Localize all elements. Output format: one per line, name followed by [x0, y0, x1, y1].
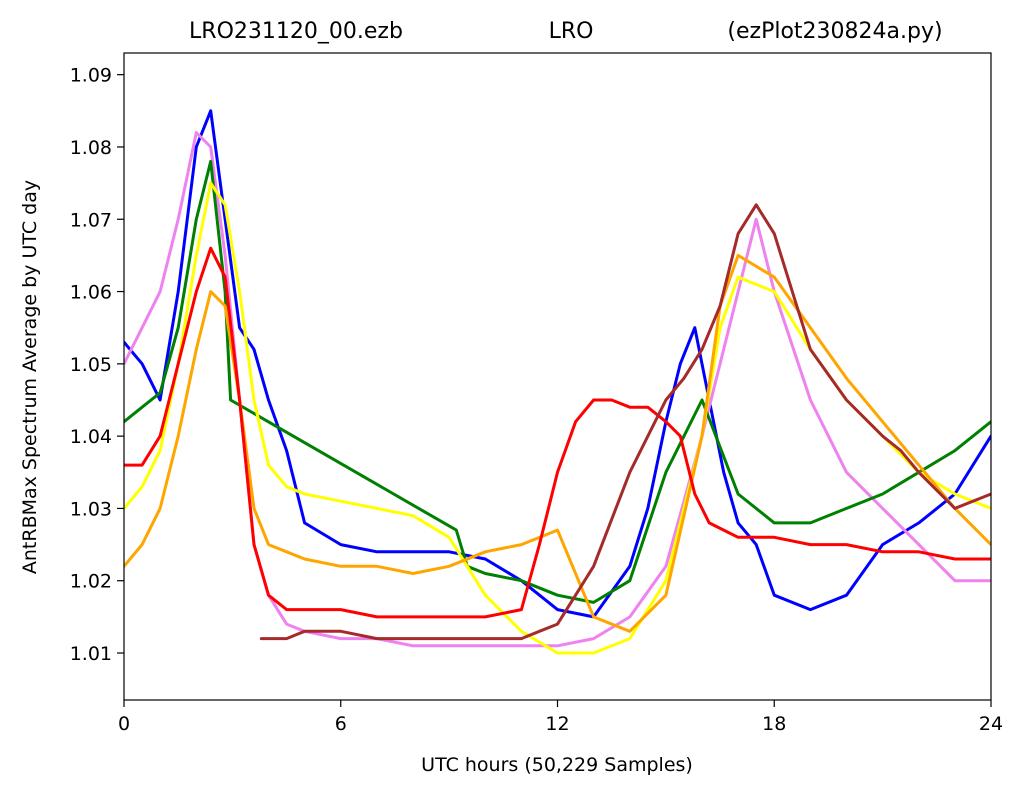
chart-title: LRO231120_00.ezb LRO (ezPlot230824a.py) [189, 19, 943, 44]
title-script: (ezPlot230824a.py) [727, 19, 942, 44]
plot-frame [123, 52, 992, 701]
x-axis-label: UTC hours (50,229 Samples) [421, 754, 693, 776]
title-station: LRO [549, 19, 594, 44]
series-line-2 [124, 159, 991, 604]
y-tick-label: 1.07 [70, 209, 112, 231]
series-line-1 [124, 131, 991, 648]
x-tick-label: 6 [335, 713, 347, 735]
y-axis-label: AntRBMax Spectrum Average by UTC day [19, 180, 41, 574]
series-line-4 [124, 253, 991, 633]
series-line-3 [124, 181, 991, 655]
series-line-6 [259, 203, 991, 641]
x-tick-label: 12 [545, 713, 569, 735]
series-layer [124, 109, 991, 655]
y-tick-label: 1.04 [70, 426, 112, 448]
x-axis: 0 6 12 18 24 [118, 700, 1003, 735]
y-tick-label: 1.09 [70, 65, 112, 87]
y-tick-label: 1.06 [70, 282, 112, 304]
y-tick-label: 1.01 [70, 643, 112, 665]
title-filename: LRO231120_00.ezb [189, 19, 403, 44]
y-axis: 1.01 1.02 1.03 1.04 1.05 1.06 1.07 1.08 1.09 [70, 65, 124, 665]
y-tick-label: 1.05 [70, 354, 112, 376]
y-tick-label: 1.03 [70, 498, 112, 520]
y-tick-label: 1.08 [70, 137, 112, 159]
y-tick-label: 1.02 [70, 571, 112, 593]
x-tick-label: 24 [979, 713, 1003, 735]
x-tick-label: 0 [118, 713, 130, 735]
x-tick-label: 18 [762, 713, 786, 735]
series-line-5 [124, 246, 991, 619]
